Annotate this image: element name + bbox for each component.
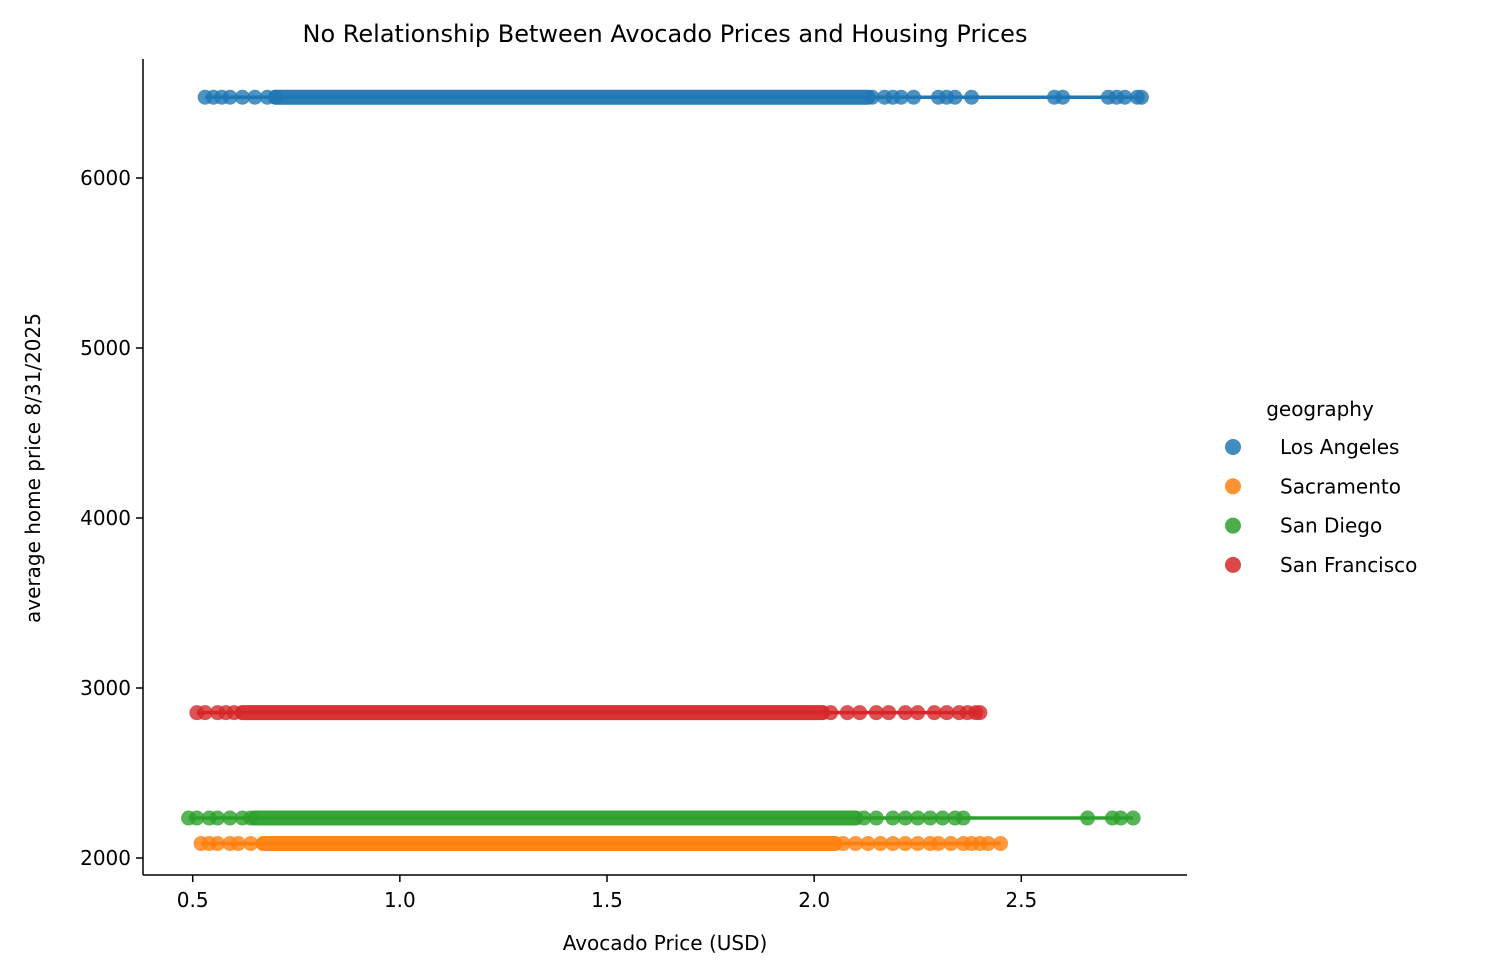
legend-label: Sacramento xyxy=(1280,474,1401,498)
data-point xyxy=(939,705,955,721)
data-point xyxy=(972,705,988,721)
dense-points-band xyxy=(247,810,864,826)
legend-marker xyxy=(1225,439,1241,455)
data-point xyxy=(897,810,913,826)
dense-points-band xyxy=(268,89,876,105)
data-point xyxy=(222,810,238,826)
data-point xyxy=(872,836,888,852)
data-point xyxy=(234,89,250,105)
x-tick-label: 2.0 xyxy=(798,888,830,912)
data-point xyxy=(868,810,884,826)
data-point xyxy=(197,705,213,721)
legend-marker xyxy=(1225,556,1241,573)
data-point xyxy=(943,836,959,852)
y-tick-label: 5000 xyxy=(80,336,131,360)
data-point xyxy=(210,810,226,826)
data-point xyxy=(980,836,996,852)
data-point xyxy=(1125,810,1141,826)
y-ticks: 2000 3000 4000 5000 6000 xyxy=(80,166,143,870)
data-point xyxy=(864,89,880,105)
data-point xyxy=(930,836,946,852)
data-point xyxy=(243,810,259,826)
dense-points-band xyxy=(255,836,843,852)
data-point xyxy=(868,705,884,721)
data-point xyxy=(848,836,864,852)
x-tick-label: 1.5 xyxy=(591,888,623,912)
dense-points-band xyxy=(234,705,830,721)
data-point xyxy=(247,89,263,105)
data-point xyxy=(1113,810,1129,826)
series-san-francisco xyxy=(189,705,988,721)
data-point xyxy=(243,836,259,852)
data-point xyxy=(222,89,238,105)
data-point xyxy=(897,705,913,721)
data-point xyxy=(835,836,851,852)
data-point xyxy=(226,705,242,721)
data-point xyxy=(926,705,942,721)
data-point xyxy=(910,705,926,721)
y-tick-label: 4000 xyxy=(80,506,131,530)
legend: geography Los Angeles Sacramento San Diego… xyxy=(1225,397,1417,577)
data-point xyxy=(852,705,868,721)
y-tick-label: 6000 xyxy=(80,166,131,190)
data-point xyxy=(1055,89,1071,105)
legend-label: Los Angeles xyxy=(1280,435,1399,459)
data-point xyxy=(1133,89,1149,105)
data-point xyxy=(860,836,876,852)
data-point xyxy=(910,836,926,852)
series-sacramento xyxy=(193,836,1009,852)
data-point xyxy=(823,705,839,721)
legend-marker xyxy=(1225,517,1241,534)
x-tick-label: 1.0 xyxy=(384,888,416,912)
data-point xyxy=(910,810,926,826)
legend-title: geography xyxy=(1266,397,1374,421)
legend-label: San Francisco xyxy=(1280,553,1417,577)
data-point xyxy=(839,705,855,721)
legend-label: San Diego xyxy=(1280,514,1382,538)
data-point xyxy=(955,810,971,826)
x-tick-label: 0.5 xyxy=(177,888,209,912)
data-point xyxy=(856,810,872,826)
data-point xyxy=(893,89,909,105)
data-point xyxy=(881,705,897,721)
data-point xyxy=(268,89,284,105)
data-point xyxy=(1117,89,1133,105)
y-tick-label: 2000 xyxy=(80,846,131,870)
series-san-diego xyxy=(181,810,1141,826)
data-point xyxy=(885,810,901,826)
x-axis-label: Avocado Price (USD) xyxy=(563,931,768,955)
data-point xyxy=(885,836,901,852)
data-point xyxy=(947,89,963,105)
data-point xyxy=(1080,810,1096,826)
data-point xyxy=(935,810,951,826)
data-point xyxy=(922,810,938,826)
series-los-angeles xyxy=(197,89,1149,105)
y-axis-label: average home price 8/31/2025 xyxy=(21,313,45,623)
x-tick-label: 2.5 xyxy=(1005,888,1037,912)
legend-marker xyxy=(1225,478,1241,495)
data-point xyxy=(189,810,205,826)
data-point xyxy=(964,89,980,105)
data-point xyxy=(230,836,246,852)
y-tick-label: 3000 xyxy=(80,676,131,700)
data-point xyxy=(897,836,913,852)
plot-area xyxy=(181,89,1149,852)
data-point xyxy=(993,836,1009,852)
chart-title: No Relationship Between Avocado Prices a… xyxy=(303,20,1028,48)
data-point xyxy=(906,89,922,105)
x-ticks: 0.5 1.0 1.5 2.0 2.5 xyxy=(177,875,1037,912)
data-point xyxy=(210,836,226,852)
